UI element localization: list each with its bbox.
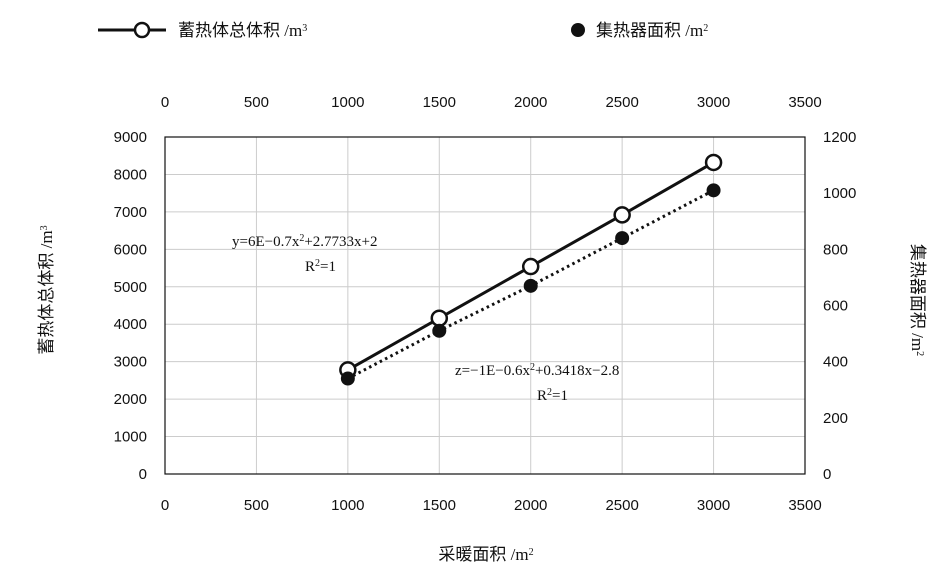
y-left-tick-label: 4000: [114, 316, 147, 333]
series-volume-point: [430, 309, 449, 327]
y-left-tick-label: 3000: [114, 354, 147, 371]
plot-area: [164, 136, 806, 475]
y-right-tick-label: 200: [823, 410, 848, 427]
y-axis-right-title: 集热器面积 /m2: [908, 244, 927, 356]
series-collector-point: [340, 371, 355, 386]
y-left-tick-label: 8000: [114, 166, 147, 183]
collector-equation: z=−1E−0.6x2+0.3418x−2.8: [455, 362, 619, 380]
annotation-collector: z=−1E−0.6x2+0.3418x−2.8 R2=1: [455, 362, 619, 405]
series-volume-point: [521, 257, 540, 276]
x-tick-label-bottom: 3500: [788, 497, 821, 514]
x-tick-label-bottom: 2500: [605, 497, 638, 514]
x-tick-label-top: 2000: [514, 94, 547, 111]
volume-r2: R2=1: [305, 258, 336, 276]
y-left-tick-label: 9000: [114, 129, 147, 146]
grid: [164, 136, 806, 475]
collector-r2: R2=1: [537, 387, 568, 405]
x-tick-label-top: 3000: [697, 94, 730, 111]
x-tick-label-bottom: 3000: [697, 497, 730, 514]
y-left-tick-label: 0: [139, 466, 147, 483]
y-left-tick-label: 6000: [114, 241, 147, 258]
x-tick-label-top: 1000: [331, 94, 364, 111]
x-axis-title: 采暖面积 /m2: [438, 545, 533, 564]
y-left-tick-label: 7000: [114, 204, 147, 221]
x-tick-label-bottom: 1500: [423, 497, 456, 514]
x-tick-label-bottom: 0: [161, 497, 169, 514]
legend-item-collector: 集热器面积 /m2: [571, 21, 708, 40]
legend-volume-label: 蓄热体总体积 /m3: [178, 21, 307, 40]
y-left-tick-label: 1000: [114, 429, 147, 446]
y-right-tick-label: 800: [823, 241, 848, 258]
y-right-tick-label: 1000: [823, 185, 856, 202]
series-collector-point: [523, 278, 538, 293]
legend-collector-marker: [571, 23, 585, 37]
annotation-volume: y=6E−0.7x2+2.7733x+2 R2=1: [232, 233, 378, 276]
x-tick-label-bottom: 2000: [514, 497, 547, 514]
series-collector-point: [706, 183, 721, 198]
x-tick-label-top: 0: [161, 94, 169, 111]
y-axis-left-title: 蓄热体总体积 /m3: [37, 225, 56, 354]
legend: 蓄热体总体积 /m3 集热器面积 /m2: [98, 21, 708, 40]
series-collector-point: [615, 231, 630, 246]
series-volume-point: [613, 206, 631, 224]
volume-equation: y=6E−0.7x2+2.7733x+2: [232, 233, 378, 251]
legend-item-volume: 蓄热体总体积 /m3: [98, 21, 307, 40]
x-tick-label-top: 1500: [423, 94, 456, 111]
x-tick-label-top: 500: [244, 94, 269, 111]
series-collector-point: [432, 323, 447, 338]
x-tick-label-bottom: 500: [244, 497, 269, 514]
y-left-tick-label: 5000: [114, 279, 147, 296]
legend-collector-label: 集热器面积 /m2: [596, 21, 708, 40]
x-tick-label-bottom: 1000: [331, 497, 364, 514]
y-axis-left-ticks: 0 1000 2000 3000 4000 5000 6000 7000 8000 9000: [114, 129, 147, 483]
x-axis-bottom-ticks: 0 500 1000 1500 2000 2500 3000 3500: [161, 497, 822, 514]
x-tick-label-top: 3500: [788, 94, 821, 111]
y-right-tick-label: 400: [823, 354, 848, 371]
legend-volume-marker: [133, 21, 151, 39]
series-volume-point: [704, 153, 723, 172]
y-left-tick-label: 2000: [114, 391, 147, 408]
y-right-tick-label: 1200: [823, 129, 856, 146]
y-axis-right-ticks: 0 200 400 600 800 1000 1200: [823, 129, 856, 483]
series-collector: [340, 183, 721, 386]
y-right-tick-label: 600: [823, 298, 848, 315]
y-right-tick-label: 0: [823, 466, 831, 483]
x-axis-top-ticks: 0 500 1000 1500 2000 2500 3000 3500: [161, 94, 822, 111]
x-tick-label-top: 2500: [605, 94, 638, 111]
